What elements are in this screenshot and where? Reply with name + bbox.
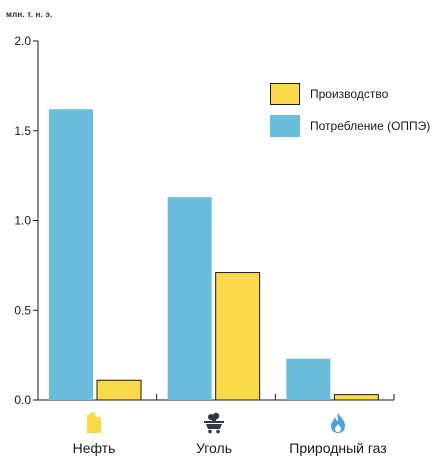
category-label-gas: Природный газ [289, 440, 387, 456]
legend-swatch-production [270, 83, 300, 105]
gas-flame-icon [331, 413, 345, 433]
y-tick-label: 0.0 [14, 393, 31, 407]
y-tick-label: 2.0 [14, 34, 31, 48]
bar-consumption [49, 109, 93, 401]
category-label-coal: Уголь [195, 440, 232, 456]
y-axis-unit-label: млн. т. н. э. [6, 10, 53, 19]
y-tick-label: 1.0 [14, 214, 31, 228]
legend: Производство Потребление (ОППЭ) [270, 82, 430, 146]
legend-label-consumption: Потребление (ОППЭ) [310, 119, 431, 133]
category-gas: Природный газ [273, 412, 403, 458]
oil-canister-icon [87, 412, 101, 433]
y-tick-label: 0.5 [14, 303, 31, 317]
bar-production [333, 394, 379, 401]
category-label-oil: Нефть [72, 440, 116, 456]
bar-consumption [286, 358, 331, 400]
coal-cart-icon [204, 412, 224, 434]
bar-production [215, 272, 261, 401]
y-tick-label: 1.5 [14, 124, 31, 138]
category-oil: Нефть [29, 412, 159, 458]
legend-item-production: Производство [270, 82, 430, 106]
bar-consumption [167, 197, 212, 400]
legend-swatch-consumption [270, 115, 300, 137]
category-coal: Уголь [149, 412, 279, 458]
legend-label-production: Производство [310, 87, 389, 101]
legend-item-consumption: Потребление (ОППЭ) [270, 114, 430, 138]
bar-production [96, 379, 142, 401]
